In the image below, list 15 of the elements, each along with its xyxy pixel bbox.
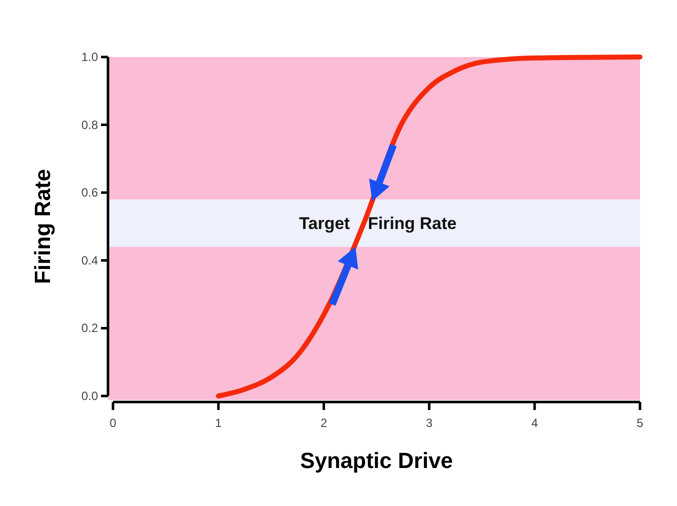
y-tick-label: 0.2 [81, 321, 98, 336]
band-label: Target Firing Rate [299, 214, 457, 234]
x-tick-label: 3 [426, 416, 433, 430]
x-tick-label: 4 [531, 416, 538, 430]
x-tick-label: 2 [320, 416, 328, 430]
y-tick-label: 0.4 [81, 253, 98, 268]
y-tick-label: 1.0 [81, 50, 98, 64]
x-tick-label: 0 [110, 416, 117, 430]
x-tick-label: 1 [215, 416, 222, 430]
x-tick-label: 5 [636, 416, 644, 430]
y-tick-label: 0.0 [81, 389, 98, 403]
x-axis-title: Synaptic Drive [300, 448, 453, 473]
y-tick-label: 0.8 [81, 118, 98, 132]
y-tick-label: 0.6 [81, 186, 98, 200]
y-axis-title: Firing Rate [30, 169, 55, 284]
